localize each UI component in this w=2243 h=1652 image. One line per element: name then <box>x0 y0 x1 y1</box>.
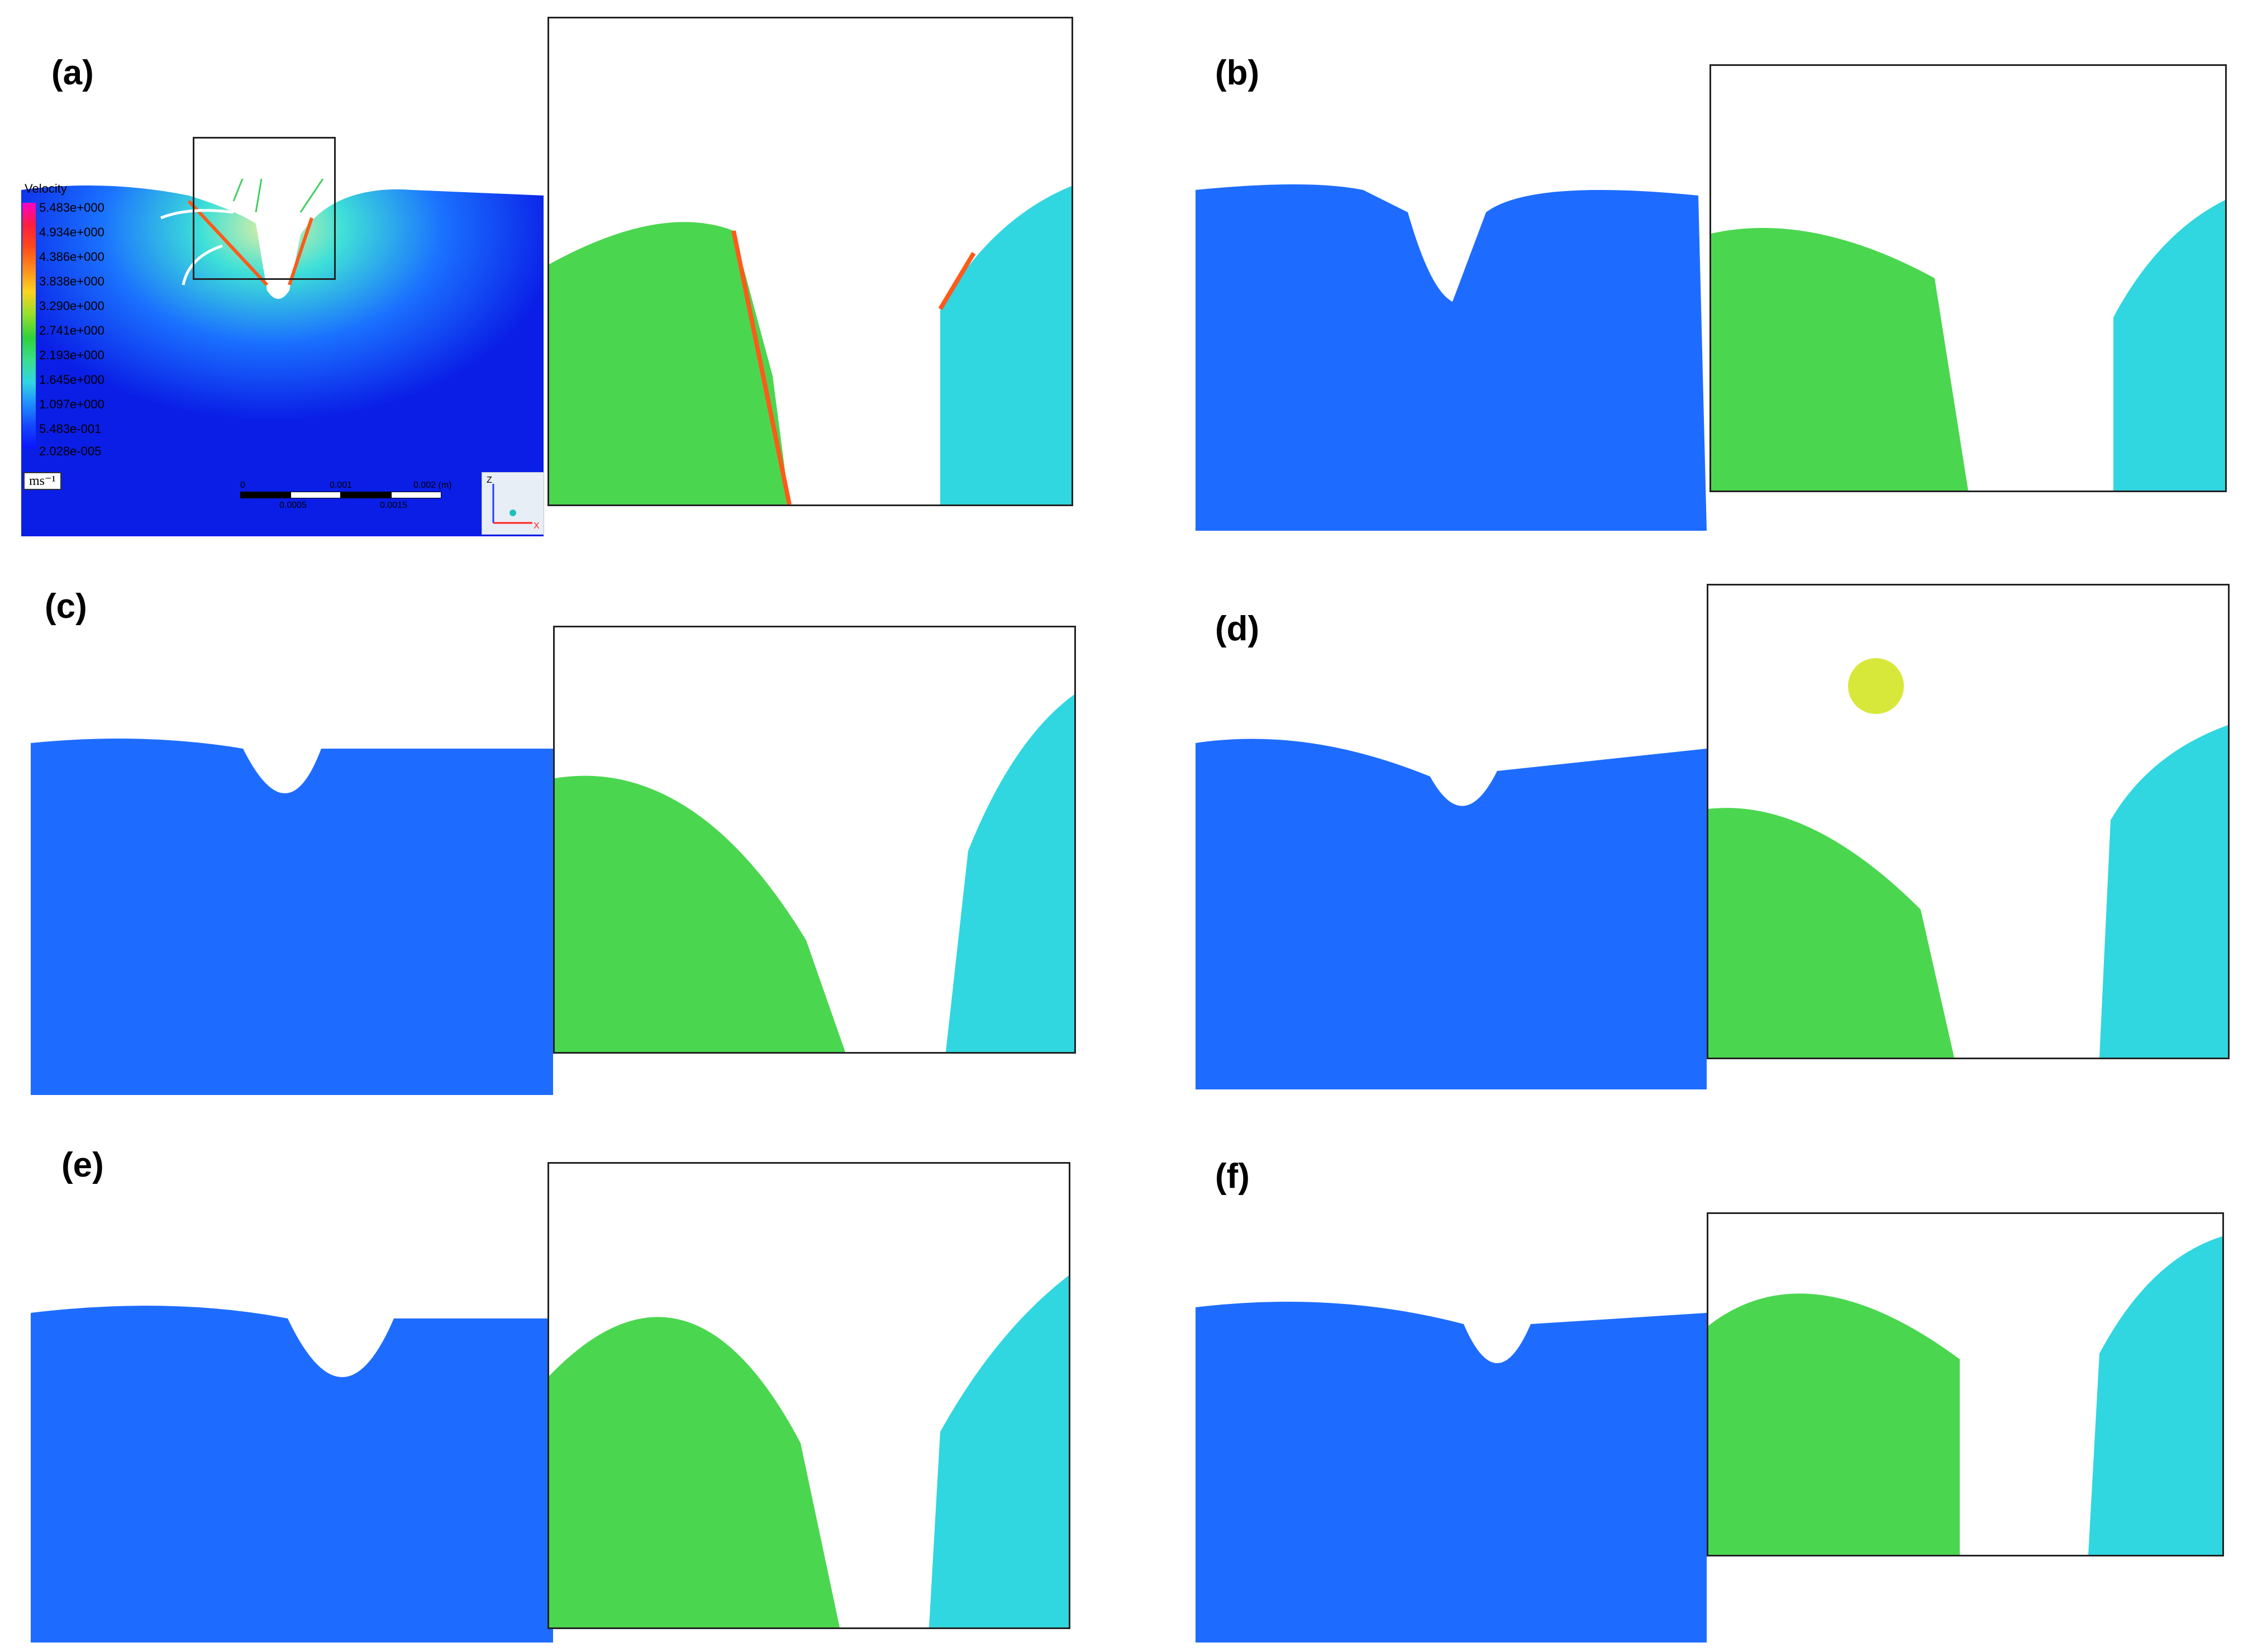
inset-frame <box>193 137 336 280</box>
legend-tick: 4.386e+000 <box>39 250 104 264</box>
scale-label: 0 <box>240 480 245 490</box>
scale-label: 0.002 (m) <box>413 480 452 490</box>
scale-bar: 0 0.001 0.002 (m) 0.0005 0.0015 <box>240 480 464 514</box>
panel-e: (e) <box>0 1123 1117 1652</box>
legend-tick: 1.097e+000 <box>39 397 104 411</box>
zoom-view <box>1707 584 2230 1059</box>
panel-label: (a) <box>51 54 94 92</box>
legend-tick: 3.290e+000 <box>39 299 104 313</box>
panel-label: (d) <box>1215 610 1260 648</box>
panel-label: (c) <box>45 587 87 626</box>
panel-label: (f) <box>1215 1157 1250 1196</box>
legend-tick: 3.838e+000 <box>39 274 104 288</box>
legend-tick: 5.483e+000 <box>39 201 104 215</box>
legend-colorbar <box>22 203 36 449</box>
simulation-view <box>1196 1291 1707 1643</box>
panel-b: (b) <box>1145 0 2243 553</box>
legend-title: Velocity <box>25 182 67 196</box>
zoom-view <box>1707 1212 2224 1556</box>
unit-box: ms⁻¹ <box>23 472 61 490</box>
legend-tick: 2.028e-005 <box>39 444 102 458</box>
simulation-view <box>1196 726 1707 1089</box>
panel-d: (d) <box>1145 564 2243 1117</box>
legend-tick: 2.193e+000 <box>39 348 104 362</box>
scale-label: 0.0005 <box>279 501 307 510</box>
legend-tick: 1.645e+000 <box>39 373 104 387</box>
axis-z-label: Z <box>487 475 492 485</box>
panel-label: (b) <box>1215 54 1260 92</box>
zoom-view <box>547 1162 1070 1629</box>
legend-tick: 4.934e+000 <box>39 225 104 239</box>
simulation-view <box>31 1296 553 1643</box>
panel-f: (f) <box>1145 1123 2243 1652</box>
legend-tick: 2.741e+000 <box>39 323 104 337</box>
axis-triad: Z X <box>482 472 544 535</box>
zoom-view <box>547 17 1073 506</box>
scale-label: 0.0015 <box>380 501 407 510</box>
simulation-view <box>1196 179 1707 531</box>
legend-tick: 5.483e-001 <box>39 422 102 436</box>
axis-x-label: X <box>534 521 540 531</box>
panel-a: (a) Velocity 5.483e+000 4.934e+000 4.386… <box>0 0 1117 553</box>
scale-label: 0.001 <box>330 480 353 490</box>
simulation-view <box>21 179 544 536</box>
simulation-view <box>31 726 553 1095</box>
zoom-view <box>553 626 1076 1054</box>
panel-label: (e) <box>61 1146 104 1184</box>
panel-c: (c) <box>0 564 1117 1117</box>
zoom-view <box>1709 64 2227 492</box>
